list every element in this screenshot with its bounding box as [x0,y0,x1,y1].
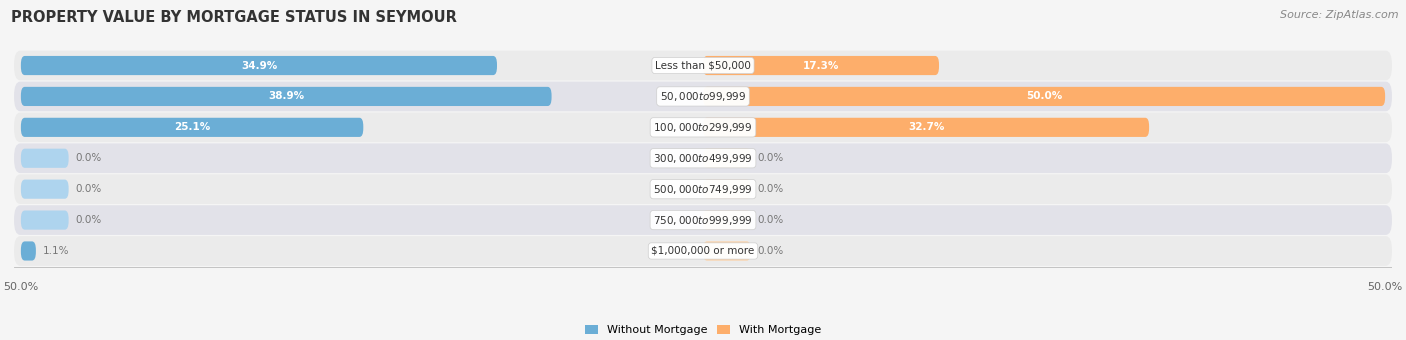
Text: 0.0%: 0.0% [758,153,783,163]
FancyBboxPatch shape [703,180,751,199]
Text: $500,000 to $749,999: $500,000 to $749,999 [654,183,752,196]
FancyBboxPatch shape [21,118,363,137]
FancyBboxPatch shape [14,113,1392,142]
FancyBboxPatch shape [21,87,551,106]
Text: 25.1%: 25.1% [174,122,211,132]
Text: Less than $50,000: Less than $50,000 [655,61,751,70]
Text: $750,000 to $999,999: $750,000 to $999,999 [654,214,752,226]
Text: 34.9%: 34.9% [240,61,277,70]
Text: 0.0%: 0.0% [758,184,783,194]
FancyBboxPatch shape [703,210,751,230]
FancyBboxPatch shape [14,174,1392,204]
Text: $50,000 to $99,999: $50,000 to $99,999 [659,90,747,103]
Text: 0.0%: 0.0% [758,215,783,225]
FancyBboxPatch shape [21,149,69,168]
FancyBboxPatch shape [21,241,37,260]
Text: 1.1%: 1.1% [42,246,69,256]
Text: 32.7%: 32.7% [908,122,945,132]
Text: 38.9%: 38.9% [269,91,304,101]
FancyBboxPatch shape [703,118,1149,137]
FancyBboxPatch shape [21,56,496,75]
Legend: Without Mortgage, With Mortgage: Without Mortgage, With Mortgage [581,321,825,340]
FancyBboxPatch shape [703,241,751,260]
Text: 0.0%: 0.0% [76,153,101,163]
Text: PROPERTY VALUE BY MORTGAGE STATUS IN SEYMOUR: PROPERTY VALUE BY MORTGAGE STATUS IN SEY… [11,10,457,25]
Text: $100,000 to $299,999: $100,000 to $299,999 [654,121,752,134]
Text: 17.3%: 17.3% [803,61,839,70]
Text: 50.0%: 50.0% [1026,91,1062,101]
FancyBboxPatch shape [21,210,69,230]
Text: $1,000,000 or more: $1,000,000 or more [651,246,755,256]
FancyBboxPatch shape [703,56,939,75]
FancyBboxPatch shape [14,205,1392,235]
Text: 0.0%: 0.0% [76,184,101,194]
Text: Source: ZipAtlas.com: Source: ZipAtlas.com [1281,10,1399,20]
FancyBboxPatch shape [14,82,1392,111]
Text: 0.0%: 0.0% [76,215,101,225]
FancyBboxPatch shape [703,149,751,168]
FancyBboxPatch shape [21,180,69,199]
FancyBboxPatch shape [703,87,1385,106]
Text: $300,000 to $499,999: $300,000 to $499,999 [654,152,752,165]
Text: 0.0%: 0.0% [758,246,783,256]
FancyBboxPatch shape [14,236,1392,266]
FancyBboxPatch shape [14,51,1392,80]
FancyBboxPatch shape [14,143,1392,173]
